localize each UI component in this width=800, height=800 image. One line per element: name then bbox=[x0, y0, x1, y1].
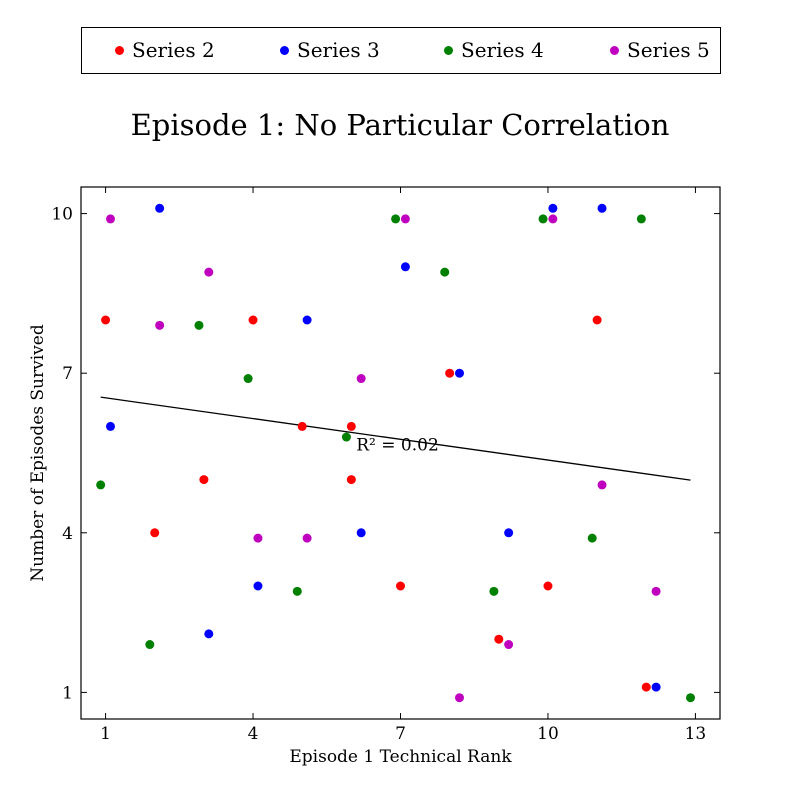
x-tick-label: 4 bbox=[248, 724, 259, 744]
x-axis-title: Episode 1 Technical Rank bbox=[289, 747, 512, 767]
y-tick-label: 4 bbox=[62, 524, 73, 544]
point-series-5 bbox=[454, 693, 464, 703]
point-series-5 bbox=[548, 214, 558, 224]
point-series-5 bbox=[400, 214, 410, 224]
point-series-2 bbox=[346, 421, 356, 431]
point-series-4 bbox=[96, 480, 106, 490]
legend-item-series-2: Series 2 bbox=[115, 28, 215, 73]
x-tick-label: 13 bbox=[685, 724, 707, 744]
y-tick-label: 7 bbox=[62, 364, 73, 384]
trend-line bbox=[100, 396, 691, 481]
chart-title: Episode 1: No Particular Correlation bbox=[130, 108, 670, 142]
legend-label: Series 2 bbox=[132, 38, 215, 62]
legend-marker bbox=[115, 45, 124, 55]
legend-item-series-5: Series 5 bbox=[610, 28, 710, 73]
point-series-2 bbox=[494, 634, 504, 644]
point-series-3 bbox=[454, 368, 464, 378]
point-series-3 bbox=[302, 315, 312, 325]
point-series-5 bbox=[651, 586, 661, 596]
legend-label: Series 5 bbox=[627, 38, 710, 62]
point-series-5 bbox=[155, 320, 165, 330]
x-tick-label: 7 bbox=[395, 724, 406, 744]
point-series-5 bbox=[504, 640, 514, 650]
point-series-3 bbox=[253, 581, 263, 591]
legend-item-series-4: Series 4 bbox=[444, 28, 544, 73]
point-series-4 bbox=[686, 693, 696, 703]
point-series-5 bbox=[204, 267, 214, 277]
point-series-4 bbox=[145, 640, 155, 650]
point-series-2 bbox=[150, 528, 160, 538]
point-series-5 bbox=[356, 374, 366, 384]
point-series-4 bbox=[587, 533, 597, 543]
point-series-2 bbox=[346, 475, 356, 485]
point-series-3 bbox=[155, 203, 165, 213]
point-series-3 bbox=[597, 203, 607, 213]
point-series-4 bbox=[341, 432, 351, 442]
r-squared-annotation: R² = 0.02 bbox=[356, 435, 439, 455]
point-series-4 bbox=[538, 214, 548, 224]
point-series-2 bbox=[543, 581, 553, 591]
legend-item-series-3: Series 3 bbox=[280, 28, 380, 73]
legend-marker bbox=[280, 45, 289, 55]
legend: Series 2 Series 3 Series 4 Series 5 bbox=[81, 27, 721, 74]
point-series-5 bbox=[302, 533, 312, 543]
legend-label: Series 4 bbox=[461, 38, 544, 62]
point-series-3 bbox=[105, 421, 115, 431]
x-tick-label: 10 bbox=[537, 724, 559, 744]
point-series-4 bbox=[636, 214, 646, 224]
point-series-4 bbox=[489, 586, 499, 596]
point-series-4 bbox=[391, 214, 401, 224]
point-series-3 bbox=[400, 262, 410, 272]
point-series-5 bbox=[597, 480, 607, 490]
point-series-4 bbox=[292, 586, 302, 596]
point-series-5 bbox=[105, 214, 115, 224]
point-series-2 bbox=[592, 315, 602, 325]
point-series-4 bbox=[194, 320, 204, 330]
y-tick-label: 10 bbox=[51, 205, 73, 225]
point-series-2 bbox=[297, 421, 307, 431]
point-series-3 bbox=[651, 682, 661, 692]
x-tick-label: 1 bbox=[100, 724, 111, 744]
point-series-4 bbox=[440, 267, 450, 277]
point-series-2 bbox=[396, 581, 405, 591]
point-series-5 bbox=[253, 533, 263, 543]
point-series-3 bbox=[356, 528, 366, 538]
legend-label: Series 3 bbox=[297, 38, 380, 62]
point-series-2 bbox=[641, 682, 651, 692]
point-series-2 bbox=[445, 368, 455, 378]
legend-marker bbox=[444, 45, 453, 55]
point-series-3 bbox=[548, 203, 558, 213]
point-series-2 bbox=[199, 475, 209, 485]
point-series-2 bbox=[248, 315, 258, 325]
y-axis-title: Number of Episodes Survived bbox=[28, 324, 48, 582]
point-series-4 bbox=[243, 374, 253, 384]
point-series-2 bbox=[101, 315, 111, 325]
point-series-3 bbox=[504, 528, 514, 538]
point-series-3 bbox=[204, 629, 214, 639]
y-tick-label: 1 bbox=[62, 683, 73, 703]
legend-marker bbox=[610, 45, 619, 55]
